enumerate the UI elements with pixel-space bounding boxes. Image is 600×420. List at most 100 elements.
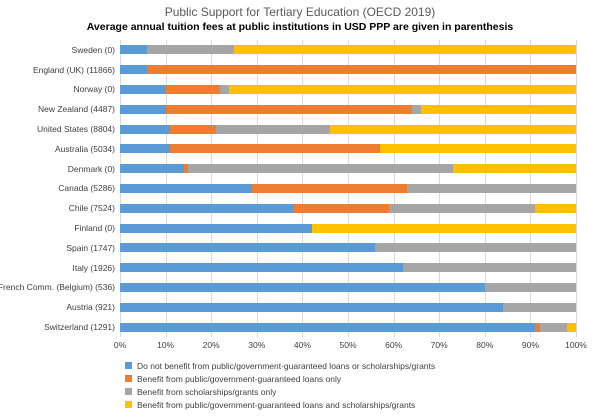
bar-segment <box>120 144 171 154</box>
category-label: Spain (1747) <box>66 242 115 253</box>
bar-segment <box>233 45 576 55</box>
bar-track <box>120 164 576 174</box>
bar-track <box>120 223 576 233</box>
bar-segment <box>539 322 567 332</box>
x-tick-label: 90% <box>521 340 539 350</box>
bar-segment <box>534 322 540 332</box>
legend-label: Benefit from public/government-guarantee… <box>137 399 416 410</box>
category-label: Italy (1926) <box>72 262 115 273</box>
bar-segment <box>120 65 148 75</box>
bar-segment <box>120 104 166 114</box>
bar-track <box>120 263 576 273</box>
bar-row <box>120 80 576 100</box>
bar-segment <box>293 203 390 213</box>
bar-segment <box>188 164 453 174</box>
bar-row <box>120 258 576 278</box>
x-tick-label: 80% <box>476 340 494 350</box>
plot-area <box>120 40 577 337</box>
category-label: French Comm. (Belgium) (536) <box>0 282 115 293</box>
legend-label: Benefit from public/government-guarantee… <box>137 373 342 384</box>
bar-row <box>120 139 576 159</box>
chart-subtitle: Average annual tuition fees at public in… <box>86 21 514 33</box>
bar-segment <box>329 124 576 134</box>
category-label: Austria (921) <box>66 302 115 313</box>
bar-segment <box>503 302 576 312</box>
bar-row <box>120 278 576 298</box>
bar-segment <box>120 183 253 193</box>
chart-title: Public Support for Tertiary Education (O… <box>164 5 436 19</box>
bar-segment <box>375 243 576 253</box>
bar-track <box>120 322 576 332</box>
bar-track <box>120 243 576 253</box>
legend-item: Benefit from public/government-guarantee… <box>125 398 600 411</box>
bar-segment <box>120 203 294 213</box>
bar-row <box>120 238 576 258</box>
bar-segment <box>452 164 576 174</box>
legend-item: Do not benefit from public/government-gu… <box>125 359 600 372</box>
bar-row <box>120 159 576 179</box>
category-label: New Zealand (4487) <box>37 104 115 115</box>
bar-segment <box>407 183 576 193</box>
x-tick-label: 100% <box>565 340 587 350</box>
bar-track <box>120 203 576 213</box>
category-label: Canada (5286) <box>58 183 115 194</box>
bar-segment <box>411 104 421 114</box>
bar-track <box>120 183 576 193</box>
bar-row <box>120 218 576 238</box>
bar-track <box>120 124 576 134</box>
bar-segment <box>120 124 171 134</box>
category-label: Finland (0) <box>74 223 115 234</box>
bar-segment <box>402 263 576 273</box>
x-tick-label: 70% <box>430 340 448 350</box>
x-axis: 0% 10% 20% 30% 40% 50% 60% 70% 80% 90% 100% <box>114 340 587 354</box>
bar-segment <box>120 322 535 332</box>
bar-segment <box>566 322 576 332</box>
bar-track <box>120 65 576 75</box>
bar-segment <box>120 84 166 94</box>
bar-segment <box>229 84 576 94</box>
bar-segment <box>220 84 230 94</box>
bar-segment <box>252 183 408 193</box>
bar-segment <box>420 104 576 114</box>
x-tick-label: 60% <box>385 340 403 350</box>
bar-segment <box>379 144 576 154</box>
category-label: Chile (7524) <box>68 203 115 214</box>
x-tick-label: 40% <box>293 340 311 350</box>
bar-segment <box>170 144 380 154</box>
bar-track <box>120 144 576 154</box>
bar-row <box>120 119 576 139</box>
bar-segment <box>120 302 504 312</box>
bar-row <box>120 198 576 218</box>
bar-track <box>120 282 576 292</box>
plot-region: Sweden (0) England (UK) (11866) Norway (0)… <box>0 40 600 337</box>
bar-segment <box>147 65 576 75</box>
bar-segment <box>389 203 535 213</box>
x-tick-label: 0% <box>113 340 127 350</box>
bar-segment <box>534 203 576 213</box>
bar-segment <box>311 223 576 233</box>
category-label: United States (8804) <box>37 124 115 135</box>
category-label: Denmark (0) <box>67 163 115 174</box>
bar-segment <box>170 124 216 134</box>
category-label: Australia (5034) <box>54 143 115 154</box>
bar-track <box>120 104 576 114</box>
bar-segment <box>215 124 330 134</box>
bar-row <box>120 40 576 60</box>
category-labels: Sweden (0) England (UK) (11866) Norway (0)… <box>0 40 120 337</box>
bar-segment <box>165 84 221 94</box>
x-tick-label: 10% <box>157 340 175 350</box>
bar-segment <box>165 104 412 114</box>
bar-segment <box>120 263 403 273</box>
category-label: England (UK) (11866) <box>32 64 115 75</box>
bar-track <box>120 45 576 55</box>
bar-segment <box>120 223 312 233</box>
bar-row <box>120 297 576 317</box>
bar-segment <box>183 164 189 174</box>
x-tick-label: 50% <box>339 340 357 350</box>
legend-label: Benefit from scholarships/grants only <box>137 386 277 397</box>
bar-segment <box>120 243 376 253</box>
bar-row <box>120 179 576 199</box>
bar-segment <box>120 45 148 55</box>
legend-label: Do not benefit from public/government-gu… <box>137 360 436 371</box>
